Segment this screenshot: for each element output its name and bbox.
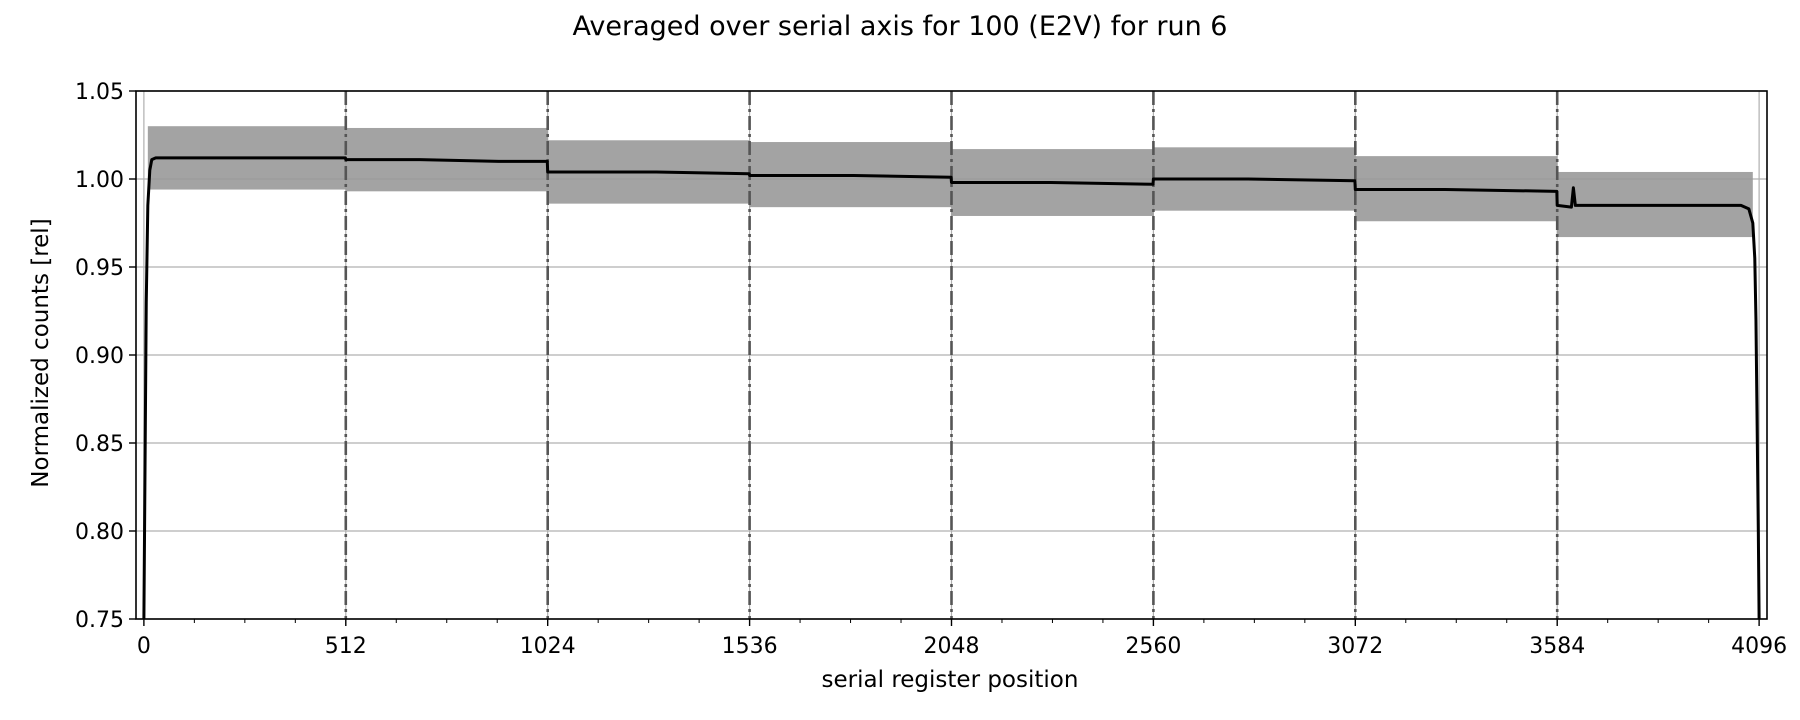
y-tick-label: 0.95 <box>75 256 124 281</box>
x-tick-label: 4096 <box>1731 634 1787 659</box>
x-tick-label: 1024 <box>520 634 576 659</box>
x-tick-label: 3072 <box>1327 634 1383 659</box>
y-tick-label: 0.80 <box>75 520 124 545</box>
x-tick-label: 1536 <box>722 634 778 659</box>
y-tick-label: 1.05 <box>75 80 124 105</box>
x-tick-label: 512 <box>325 634 367 659</box>
y-tick-label: 0.75 <box>75 608 124 633</box>
y-tick-label: 0.85 <box>75 432 124 457</box>
mean-line <box>142 156 1761 620</box>
x-tick-label: 2048 <box>924 634 980 659</box>
x-tick-label: 0 <box>137 634 151 659</box>
chart-title: Averaged over serial axis for 100 (E2V) … <box>573 11 1228 42</box>
y-tick-label: 0.90 <box>75 344 124 369</box>
x-axis-label: serial register position <box>822 667 1079 693</box>
x-tick-label: 2560 <box>1125 634 1181 659</box>
mean-line-layer <box>142 156 1761 620</box>
x-tick-label: 3584 <box>1529 634 1585 659</box>
y-tick-label: 1.00 <box>75 168 124 193</box>
axis-ticks: 0 512 1024 1536 2048 2560 3072 3584 4096 0.75 0.80… <box>75 80 1787 659</box>
y-axis-label: Normalized counts [rel] <box>28 218 54 487</box>
